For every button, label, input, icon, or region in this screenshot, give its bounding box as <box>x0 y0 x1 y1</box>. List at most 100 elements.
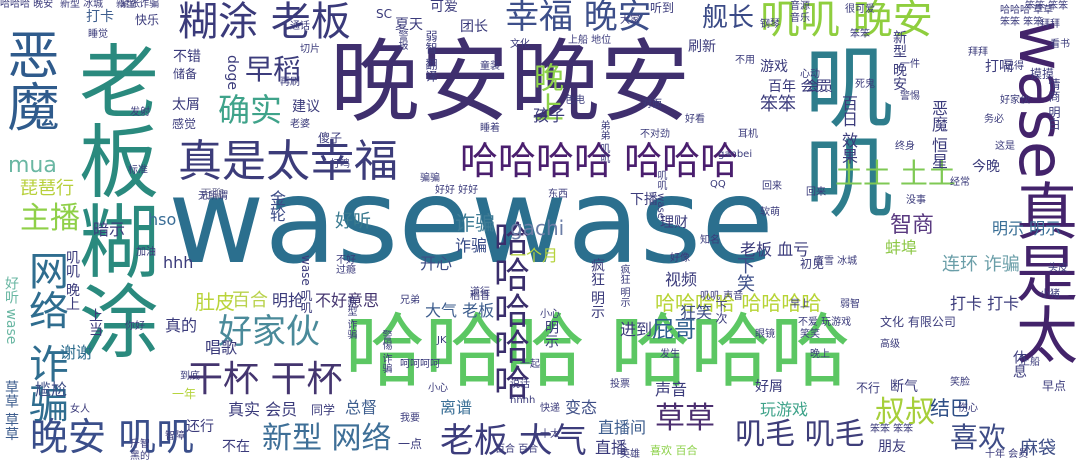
word-pianpian: 骗骗 <box>420 173 440 184</box>
word-gangqin: 钢琴 <box>760 19 780 30</box>
word-huanxing: 还行 <box>186 419 214 435</box>
word-yijian: 一件 <box>900 59 920 70</box>
word-kanshu: 看书 <box>1050 39 1070 50</box>
word-xiaolian: 笑脸 <box>950 377 970 388</box>
word-haizi: 孩子 <box>533 106 566 125</box>
word-caocao-small: 草草 草草 <box>3 380 19 441</box>
word-lincai: 理财 <box>660 215 688 231</box>
word-zongdu: 总督 <box>345 398 378 417</box>
word-luoye: 童装 <box>480 61 500 72</box>
word-jindao: 进到 <box>620 320 653 339</box>
word-xiaowu: 新型 诈骗 <box>116 0 160 10</box>
word-moyi: 摸摸 <box>1030 67 1055 81</box>
word-qupi: 屁哥 <box>652 318 697 343</box>
word-dage: 打嗝 <box>985 59 1013 75</box>
word-shushu: 叔叔 <box>875 395 935 430</box>
word-shuizhuo: 睡着 <box>480 123 500 134</box>
word-lianjie: 上船 地位 <box>568 35 612 46</box>
word-xiatian: 夏天 <box>395 17 423 33</box>
word-wase-jiji: wase 叽叽 <box>299 255 313 314</box>
word-doudou: 笨笨 <box>850 29 870 40</box>
word-dajia: 大家 <box>620 15 640 26</box>
word-yingxiong: 英雄 <box>620 449 640 460</box>
word-fengkuang: 疯狂 明示 <box>589 258 605 319</box>
word-haoju: 好屑 <box>755 379 783 395</box>
word-zhenshi-huiyuan: 真实 会员 <box>228 400 298 419</box>
word-shangxin: 伤心 <box>958 403 978 414</box>
word-mingshi-small: 明示 <box>543 320 559 348</box>
word-duimian: 对面 <box>642 99 662 110</box>
word-zhapian-mid: 诈骗 <box>455 211 495 235</box>
word-shenti: 上船 <box>1020 357 1040 368</box>
word-jinshan: 百日 效果 <box>839 95 858 165</box>
word-xihuan-baihe: 喜欢 百合 <box>650 444 698 457</box>
word-kuanxiao: 狂笑 <box>680 303 713 322</box>
word-hahaha-big: 哈哈哈 哈哈哈 <box>345 305 851 398</box>
word-xiabo: 下播 <box>630 192 658 208</box>
word-yiqi: 一起 <box>520 359 540 370</box>
word-wanshang: 晚上 <box>528 62 563 122</box>
word-zhimin: 知名 <box>700 235 720 246</box>
word-jiji-wanan: 叽叽 晚安 <box>760 0 933 43</box>
word-kaixin: 开心 <box>420 254 453 273</box>
word-nvren: 女人 <box>70 404 90 415</box>
word-zhongshen: 终身 <box>895 141 915 152</box>
word-wanyouxi: 玩游戏 <box>760 400 809 419</box>
word-henxin: 很可爱 <box>845 4 875 15</box>
word-budaxing: 不爱 玩游戏 <box>798 317 852 328</box>
word-xiaoji: 心动 <box>800 69 820 80</box>
word-wangluo-zhapian: 网络 诈骗 <box>22 250 68 423</box>
word-zhuangshi: SC <box>376 7 392 21</box>
word-duiyin: 耳机 <box>738 129 758 140</box>
word-wenxiang: 稻香 <box>470 291 490 302</box>
word-shuijiao: 睡觉 <box>88 29 108 40</box>
word-jinglun: 金轮 <box>267 190 286 222</box>
word-shidaidai: 十大 <box>540 429 560 440</box>
word-hahaha-caocao: 哈哈哈 草草 <box>1000 5 1054 16</box>
word-shipin: 视频 <box>665 270 698 289</box>
word-guoyin: 过瘾 <box>336 265 356 276</box>
word-jinwan: 今晚 <box>972 159 1000 175</box>
word-qq: QQ <box>710 179 726 190</box>
word-bucuo: 不错 <box>173 49 201 65</box>
word-duanzi: 断气 <box>890 379 918 395</box>
word-baihe: 百合 <box>232 290 268 311</box>
word-buzai: 不在 <box>222 439 250 455</box>
word-wuqi: 无所谓 <box>198 191 228 202</box>
word-jimao: 叽毛 叽毛 <box>735 417 865 452</box>
word-jinzhi: 斤智 <box>130 439 150 450</box>
word-taiyuan: 太屑 <box>172 97 200 113</box>
word-gachi: gachi <box>510 216 565 240</box>
word-xinxing-xin: 新型 晚安 <box>891 30 907 91</box>
word-qingshang: 情商 明白 <box>1047 78 1061 130</box>
word-wase-zhenshitai: wase真是太 <box>1005 20 1078 366</box>
word-jiqi: 弱智 翻译 <box>424 30 438 82</box>
word-mimi: 蜜雪 冰城 <box>814 256 858 267</box>
word-jinzhang: 紧张 <box>120 0 140 10</box>
word-baibai: 拜拜 <box>968 47 988 58</box>
word-tuanzhang: 团长 <box>460 19 488 35</box>
word-daohang: 道行 <box>470 287 490 298</box>
word-haoting-wase: 好听 wase <box>3 276 19 345</box>
word-jingti: 警惕 <box>900 91 920 102</box>
word-zhubo: 主播 <box>20 201 80 236</box>
word-chuxu: 储备 <box>173 67 198 81</box>
word-yigeyue: 一个月 <box>510 246 559 265</box>
word-chuxing: 初见 <box>800 257 825 271</box>
word-xingfu-wanan: 幸福 晚安 <box>505 0 652 37</box>
word-jk: JK <box>437 335 447 346</box>
word-jiayou: 加油 <box>136 247 156 258</box>
word-dafan: 笨笨 笨笨 <box>870 424 914 435</box>
word-ganbei: 干杯 干杯 <box>187 359 343 400</box>
word-daqi-laoban: 大气 老板 <box>425 301 495 320</box>
word-xiaci: 下次 <box>714 300 728 324</box>
word-xiaoxin: 小心 <box>428 383 448 394</box>
word-wasewase: wasewase <box>168 152 774 290</box>
word-mada: 麻袋 <box>1020 438 1056 459</box>
word-buxing: 不行 <box>856 381 881 395</box>
word-zhenshitai-xingfu: 真是太幸福 <box>178 136 398 187</box>
word-gongxi: 叽叽 wase <box>655 170 666 219</box>
word-hahahahaha-v: 哈哈哈哈哈 <box>488 220 529 400</box>
word-xihuan: 喜欢 <box>950 421 1007 454</box>
word-shengyin: 声音 <box>655 380 688 399</box>
